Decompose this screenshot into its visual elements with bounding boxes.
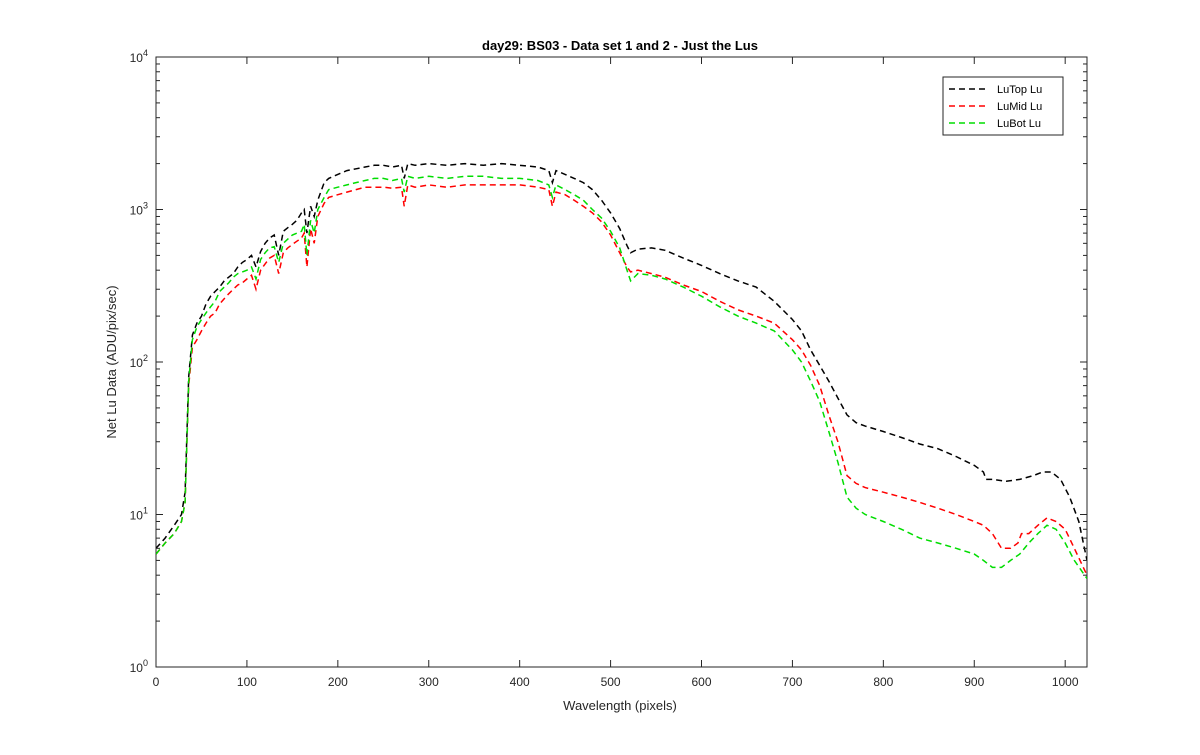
y-tick-label: 102 xyxy=(130,353,148,370)
x-tick-label: 700 xyxy=(782,675,802,689)
y-tick-label: 101 xyxy=(130,506,148,523)
x-tick-label: 600 xyxy=(691,675,711,689)
y-tick-label: 104 xyxy=(130,48,148,65)
y-tick-label: 100 xyxy=(130,658,148,675)
x-tick-label: 0 xyxy=(153,675,160,689)
y-tick-label: 103 xyxy=(130,201,148,218)
legend-label-2: LuMid Lu xyxy=(997,101,1042,113)
chart-title: day29: BS03 - Data set 1 and 2 - Just th… xyxy=(482,38,758,53)
x-tick-label: 800 xyxy=(873,675,893,689)
x-tick-label: 900 xyxy=(964,675,984,689)
plot-area: 0 100 200 300 400 500 600 700 800 900 1000 100 101 10… xyxy=(130,48,1088,689)
x-tick-label: 500 xyxy=(601,675,621,689)
series-line-1 xyxy=(156,162,1087,561)
x-tick-label: 100 xyxy=(237,675,257,689)
series-line-2 xyxy=(156,183,1087,576)
x-tick-label: 200 xyxy=(328,675,348,689)
y-axis-label: Net Lu Data (ADU/pix/sec) xyxy=(104,285,119,438)
axes-box xyxy=(155,56,1088,668)
x-tick-label: 300 xyxy=(419,675,439,689)
x-tick-label: 1000 xyxy=(1052,675,1079,689)
legend-label-3: LuBot Lu xyxy=(997,118,1041,130)
x-tick-label: 400 xyxy=(510,675,530,689)
series-line-3 xyxy=(156,175,1087,580)
x-axis-label: Wavelength (pixels) xyxy=(563,698,677,713)
legend-label-1: LuTop Lu xyxy=(997,84,1042,96)
